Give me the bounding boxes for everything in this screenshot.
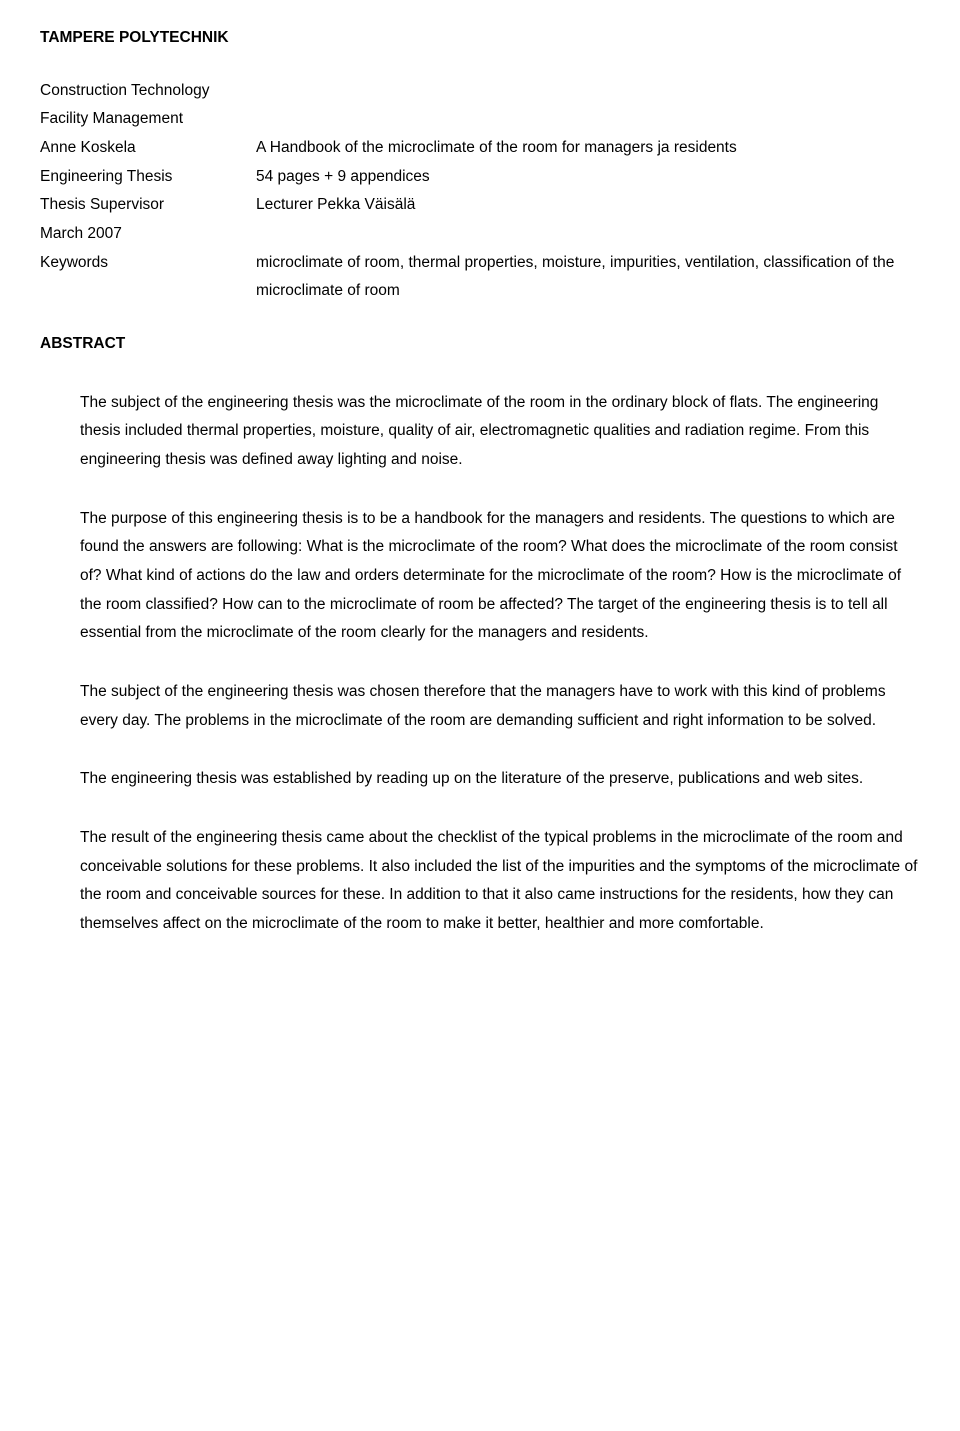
meta-row-date: March 2007 [40, 220, 920, 249]
department-name: Construction Technology [40, 77, 920, 106]
abstract-paragraph: The result of the engineering thesis cam… [80, 824, 920, 939]
meta-author-label: Anne Koskela [40, 134, 256, 163]
meta-supervisor-label: Thesis Supervisor [40, 191, 256, 220]
meta-row-keywords: Keywords microclimate of room, thermal p… [40, 249, 920, 306]
institution-name: TAMPERE POLYTECHNIK [40, 24, 920, 53]
meta-row-thesis-type: Engineering Thesis 54 pages + 9 appendic… [40, 163, 920, 192]
meta-row-supervisor: Thesis Supervisor Lecturer Pekka Väisälä [40, 191, 920, 220]
meta-supervisor: Lecturer Pekka Väisälä [256, 191, 920, 220]
abstract-paragraph: The subject of the engineering thesis wa… [80, 678, 920, 735]
abstract-paragraph: The purpose of this engineering thesis i… [80, 505, 920, 648]
meta-row-author: Anne Koskela A Handbook of the microclim… [40, 134, 920, 163]
abstract-paragraph: The engineering thesis was established b… [80, 765, 920, 794]
meta-date: March 2007 [40, 220, 256, 249]
metadata-block: Anne Koskela A Handbook of the microclim… [40, 134, 920, 306]
meta-keywords: microclimate of room, thermal properties… [256, 249, 920, 306]
abstract-paragraph: The subject of the engineering thesis wa… [80, 389, 920, 475]
meta-pages: 54 pages + 9 appendices [256, 163, 920, 192]
meta-title: A Handbook of the microclimate of the ro… [256, 134, 920, 163]
meta-thesis-type-label: Engineering Thesis [40, 163, 256, 192]
meta-keywords-label: Keywords [40, 249, 256, 306]
abstract-heading: ABSTRACT [40, 330, 920, 359]
program-name: Facility Management [40, 105, 920, 134]
